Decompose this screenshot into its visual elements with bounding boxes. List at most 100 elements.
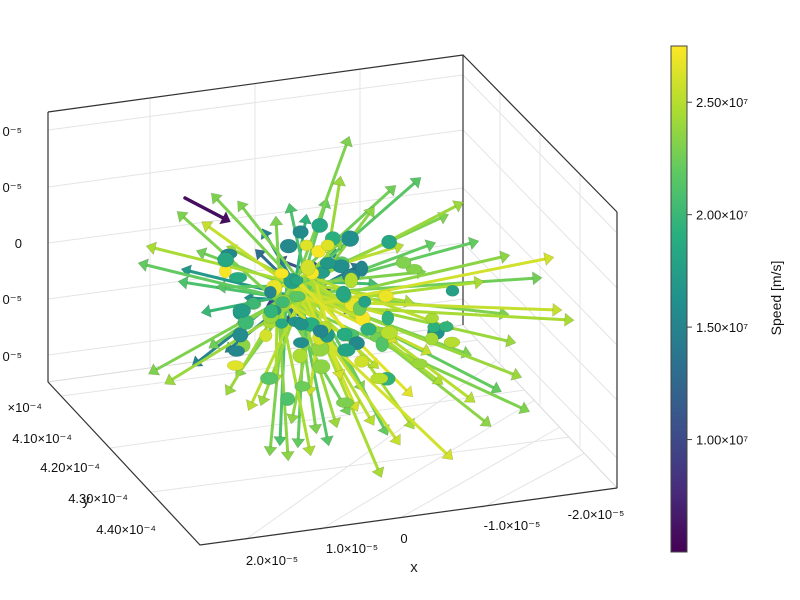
arrow-head-cluster xyxy=(424,332,439,346)
arrow-head xyxy=(363,413,376,426)
arrow-head-cluster xyxy=(320,239,335,252)
arrow-head xyxy=(401,385,414,398)
arrow-head-cluster xyxy=(319,256,337,270)
arrow-shaft xyxy=(150,288,301,374)
arrow-shaft xyxy=(248,294,304,409)
arrow-head xyxy=(273,436,288,447)
arrow-head-cluster xyxy=(292,225,309,239)
grid-lines xyxy=(47,69,618,541)
arrow-head-cluster xyxy=(375,336,389,353)
velocity-arrow xyxy=(245,294,304,412)
arrow-head-cluster xyxy=(232,327,249,343)
arrow-head xyxy=(148,363,161,376)
outlier-arrow xyxy=(183,196,231,225)
x-tick-label: 1.0×10⁻⁵ xyxy=(326,541,378,556)
arrow-head-cluster xyxy=(358,295,372,308)
arrow-head xyxy=(347,400,361,413)
arrow-head-cluster xyxy=(355,260,369,277)
arrow-head-cluster xyxy=(378,289,394,303)
arrow-head xyxy=(419,343,433,356)
arrow-head-cluster xyxy=(279,238,298,254)
arrow-head xyxy=(137,258,150,273)
arrow-head xyxy=(269,215,284,226)
arrow-head-cluster xyxy=(370,372,389,385)
arrow-head-cluster xyxy=(405,263,423,275)
arrow-shaft xyxy=(148,245,289,283)
colorbar-label: Speed [m/s] xyxy=(768,261,784,336)
arrow-head-cluster xyxy=(293,318,309,331)
arrow-head-cluster xyxy=(337,343,356,357)
arrow-head-cluster xyxy=(228,345,246,357)
arrow-head xyxy=(298,213,313,225)
x-tick-label: 2.0×10⁻⁵ xyxy=(246,553,298,568)
arrow-head-cluster xyxy=(275,318,289,329)
arrow-head xyxy=(176,210,189,223)
z-tick-label: 0⁻⁵ xyxy=(3,349,22,364)
colorbar-ticks: 1.00×10⁷ 1.50×10⁷ 2.00×10⁷ 2.50×10⁷ xyxy=(687,95,748,448)
arrow-field xyxy=(137,135,575,479)
arrow-head xyxy=(543,252,555,267)
arrow-head xyxy=(291,438,306,449)
colorbar-tick-label: 1.50×10⁷ xyxy=(696,320,748,335)
arrow-head-cluster xyxy=(310,245,327,258)
arrow-head-cluster xyxy=(226,360,245,371)
arrow-head xyxy=(308,423,323,435)
arrow-head-cluster xyxy=(311,218,329,233)
arrow-head xyxy=(409,177,422,189)
arrow-head xyxy=(257,394,271,407)
arrow-head xyxy=(331,368,346,381)
y-axis-label: y xyxy=(82,492,90,509)
arrow-head-cluster xyxy=(274,267,289,279)
arrow-head-cluster xyxy=(280,391,296,407)
y-tick-label: 4.30×10⁻⁴ xyxy=(68,491,128,506)
velocity-arrow xyxy=(148,288,301,376)
colorbar-gradient xyxy=(670,45,688,553)
velocity-arrow xyxy=(293,303,575,327)
arrow-head xyxy=(510,367,523,381)
arrow-head xyxy=(467,236,480,251)
y-axis-ticks: ×10⁻⁴ 4.10×10⁻⁴ 4.20×10⁻⁴ 4.30×10⁻⁴ 4.40… xyxy=(8,400,157,537)
arrow-head-cluster xyxy=(300,259,316,276)
arrow-head xyxy=(280,451,295,462)
arrow-head-cluster xyxy=(341,230,360,247)
arrow-head xyxy=(164,373,177,386)
x-tick-label: -2.0×10⁻⁵ xyxy=(568,507,625,522)
arrow-head xyxy=(301,445,316,457)
arrow-head-cluster xyxy=(292,337,310,349)
arrow-head xyxy=(286,413,301,425)
arrow-shaft xyxy=(183,196,229,222)
arrow-cluster xyxy=(217,218,461,409)
colorbar: 1.00×10⁷ 1.50×10⁷ 2.00×10⁷ 2.50×10⁷ Speed [… xyxy=(670,45,784,553)
arrow-head xyxy=(263,445,278,457)
arrow-head xyxy=(254,248,267,261)
colorbar-tick-label: 2.00×10⁷ xyxy=(696,208,748,223)
colorbar-tick-label: 1.00×10⁷ xyxy=(696,433,748,448)
arrow-head xyxy=(201,221,214,233)
arrow-head xyxy=(473,275,485,290)
arrow-head-cluster xyxy=(411,358,428,370)
arrow-shaft xyxy=(274,276,280,382)
arrow-head-cluster xyxy=(445,284,460,297)
x-axis-label: x xyxy=(410,559,418,576)
arrow-head xyxy=(489,381,503,394)
arrow-head xyxy=(532,271,543,286)
arrow-head xyxy=(195,247,208,261)
arrow-head xyxy=(424,239,437,253)
arrow-head xyxy=(552,302,563,317)
x-axis-ticks: 2.0×10⁻⁵ 1.0×10⁻⁵ 0 -1.0×10⁻⁵ -2.0×10⁻⁵ … xyxy=(246,507,625,576)
arrow-head xyxy=(177,275,189,290)
arrow-head xyxy=(237,200,249,213)
y-tick-label: 4.10×10⁻⁴ xyxy=(12,431,72,446)
x-tick-label: 0 xyxy=(400,531,407,546)
arrow-head-cluster xyxy=(395,256,412,269)
arrow-head xyxy=(284,202,299,214)
y-tick-label: 4.20×10⁻⁴ xyxy=(40,460,100,475)
arrow-head xyxy=(518,401,531,415)
arrow-head-cluster xyxy=(275,296,290,308)
arrow-head xyxy=(451,200,465,213)
arrow-head-cluster xyxy=(380,325,398,340)
arrow-head-cluster xyxy=(425,312,440,324)
arrow-head-cluster xyxy=(228,271,248,283)
arrow-head-cluster xyxy=(232,303,251,318)
